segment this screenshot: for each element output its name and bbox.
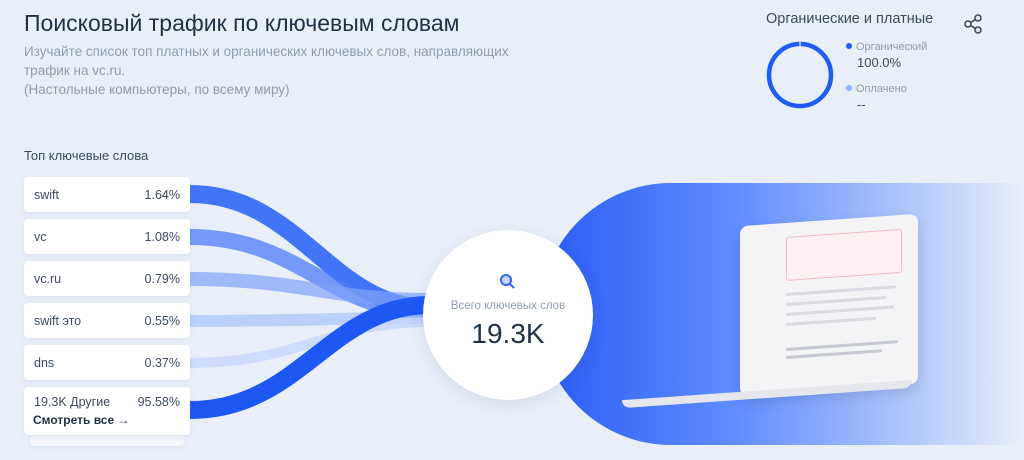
keyword-label: swift — [34, 187, 59, 202]
top-keywords-title: Топ ключевые слова — [24, 148, 149, 163]
see-all-link[interactable]: Смотреть все → — [33, 413, 130, 427]
keyword-row[interactable]: vc.ru 0.79% — [24, 261, 190, 296]
total-keywords-circle: Всего ключевых слов 19.3K — [423, 230, 593, 400]
keyword-share: 1.08% — [144, 229, 180, 244]
keyword-label: swift это — [34, 313, 82, 328]
organic-value: 100.0% — [857, 55, 902, 70]
keyword-share: 95.58% — [137, 395, 180, 409]
keyword-row-other: 19.3K Другие 95.58% — [24, 387, 190, 435]
keyword-row[interactable]: swift это 0.55% — [24, 303, 190, 338]
organic-label: Органический — [856, 41, 928, 53]
page-title: Поисковый трафик по ключевым словам — [24, 10, 460, 36]
keyword-label: 19.3K Другие — [34, 395, 111, 409]
keyword-share: 0.37% — [144, 355, 180, 370]
total-label: Всего ключевых слов — [450, 300, 566, 312]
subtitle-line: Изучайте список топ платных и органическ… — [24, 44, 509, 59]
flow-vcru — [189, 272, 431, 307]
keyword-share: 1.64% — [144, 187, 180, 202]
share-icon[interactable] — [962, 13, 984, 35]
keyword-row[interactable]: swift 1.64% — [24, 177, 190, 212]
flow-other — [189, 296, 431, 419]
keyword-row[interactable]: dns 0.37% — [24, 345, 190, 380]
subtitle-line: трафик на vc.ru. — [24, 63, 126, 78]
flow-dns — [189, 317, 431, 368]
paid-legend: Оплачено — [846, 83, 907, 95]
card-stack-shadow — [30, 436, 184, 446]
paid-label: Оплачено — [856, 83, 907, 95]
paid-dot — [846, 85, 852, 91]
traffic-split-title: Органические и платные — [766, 11, 934, 27]
keyword-row[interactable]: vc 1.08% — [24, 219, 190, 254]
keyword-share: 0.55% — [144, 313, 180, 328]
organic-dot — [846, 43, 852, 49]
search-icon — [500, 274, 515, 289]
subtitle-line: (Настольные компьютеры, по всему миру) — [24, 82, 290, 97]
paid-value: -- — [857, 97, 866, 112]
keyword-label: dns — [34, 355, 55, 370]
organic-legend: Органический — [846, 41, 927, 53]
organic-paid-donut — [766, 41, 834, 109]
page-subtitle: Изучайте список топ платных и органическ… — [24, 42, 524, 99]
total-value: 19.3K — [471, 318, 545, 349]
keyword-share: 0.79% — [144, 271, 180, 286]
keyword-label: vc — [34, 229, 47, 244]
keyword-label: vc.ru — [34, 271, 62, 286]
